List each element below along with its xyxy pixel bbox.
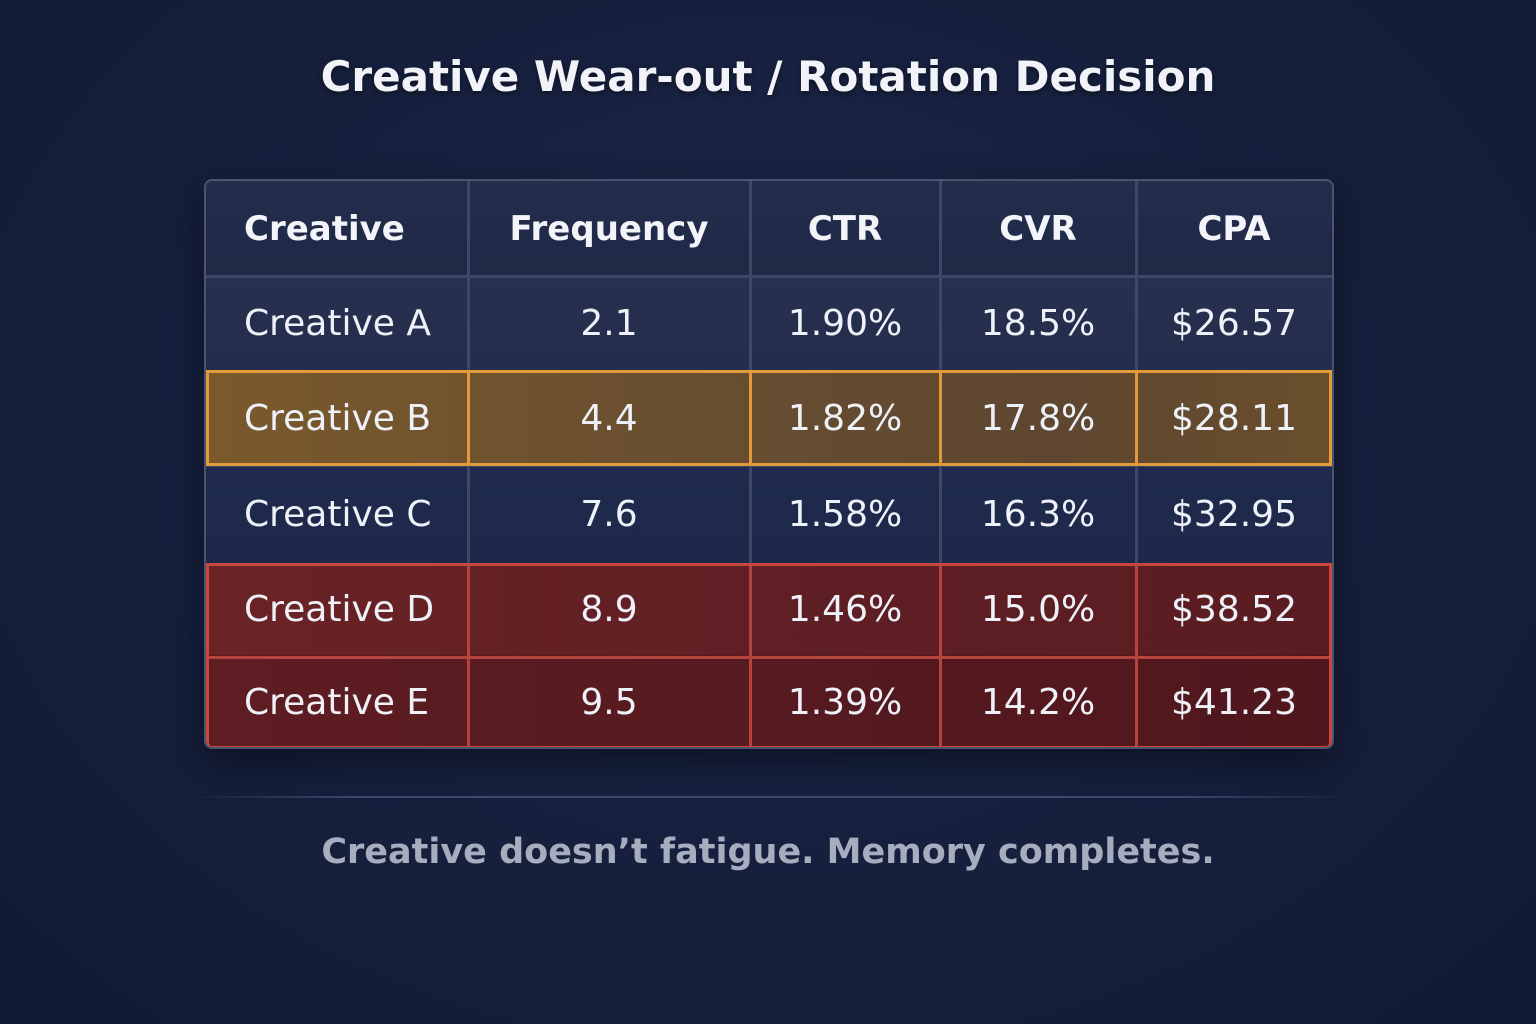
table-row-highlighted: Creative B 4.4 1.82% 17.8% $28.11 <box>206 370 1332 466</box>
table-row: Creative A 2.1 1.90% 18.5% $26.57 <box>206 277 1332 370</box>
table-row: Creative C 7.6 1.58% 16.3% $32.95 <box>206 466 1332 563</box>
cell-creative: Creative B <box>244 397 432 439</box>
cell-cvr: 16.3% <box>980 494 1096 535</box>
cell-ctr: 1.58% <box>787 494 903 535</box>
footer-tagline: Creative doesn’t fatigue. Memory complet… <box>321 832 1215 872</box>
row-divider <box>206 464 1332 467</box>
table-row-warning: Creative E 9.5 1.39% 14.2% $41.23 <box>206 655 1332 747</box>
cell-ctr: 1.82% <box>787 397 903 439</box>
cell-frequency: 9.5 <box>580 681 638 723</box>
cell-cvr: 17.8% <box>980 397 1096 439</box>
cell-cpa: $28.11 <box>1171 397 1297 439</box>
cell-cvr: 18.5% <box>980 303 1096 344</box>
cell-cpa: $32.95 <box>1171 494 1297 535</box>
cell-ctr: 1.39% <box>787 681 903 723</box>
cell-cpa: $38.52 <box>1171 588 1297 630</box>
cell-cpa: $41.23 <box>1171 681 1297 723</box>
row-divider <box>206 275 1332 278</box>
cell-creative: Creative D <box>244 588 435 630</box>
cell-creative: Creative A <box>244 303 431 344</box>
cell-cvr: 15.0% <box>980 588 1096 630</box>
cell-frequency: 2.1 <box>580 303 638 344</box>
cell-cvr: 14.2% <box>980 681 1096 723</box>
header-ctr: CTR <box>807 209 883 249</box>
cell-frequency: 8.9 <box>580 588 638 630</box>
cell-creative: Creative E <box>244 681 430 723</box>
header-frequency: Frequency <box>509 209 709 249</box>
cell-ctr: 1.46% <box>787 588 903 630</box>
header-creative: Creative <box>244 209 405 249</box>
header-cpa: CPA <box>1197 209 1271 249</box>
chart-title: Creative Wear-out / Rotation Decision <box>320 52 1216 101</box>
table-header-row: Creative Frequency CTR CVR CPA <box>206 181 1332 277</box>
cell-ctr: 1.90% <box>787 303 903 344</box>
header-cvr: CVR <box>999 209 1077 249</box>
cell-frequency: 7.6 <box>580 494 638 535</box>
cell-creative: Creative C <box>244 494 432 535</box>
data-table: Creative Frequency CTR CVR CPA Creative … <box>204 179 1334 749</box>
cell-frequency: 4.4 <box>580 397 638 439</box>
divider <box>184 796 1354 798</box>
cell-cpa: $26.57 <box>1171 303 1297 344</box>
table-row-warning: Creative D 8.9 1.46% 15.0% $38.52 <box>206 563 1332 655</box>
